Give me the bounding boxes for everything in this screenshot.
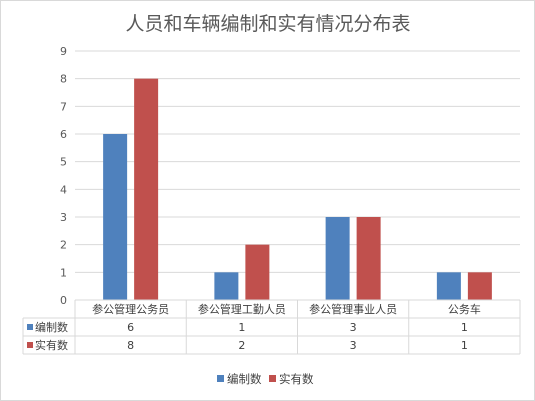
y-tick-label-1: 1 [60,266,67,279]
bar-3-1 [467,272,492,300]
y-tick-label-0: 0 [60,294,67,307]
y-tick-label-7: 7 [60,100,67,113]
bar-1-0 [214,272,239,300]
y-tick-label-3: 3 [60,211,67,224]
y-tick-label-8: 8 [60,73,67,86]
data-label-1-0: 8 [127,339,134,352]
bar-0-1 [134,78,159,301]
data-label-0-3: 1 [461,321,468,334]
data-label-1-2: 3 [350,339,357,352]
legend-label-0: 编制数 [227,372,262,386]
bar-2-1 [356,217,381,300]
y-tick-label-2: 2 [60,239,67,252]
y-tick-label-5: 5 [60,156,67,169]
data-label-0-2: 3 [350,321,357,334]
y-axis-ticks: 0 1 2 3 4 5 6 7 8 9 [60,45,67,307]
table-series-name-1: 实有数 [35,338,68,352]
bars [103,78,492,301]
legend-swatch-0 [217,375,224,382]
data-label-0-1: 1 [238,321,245,334]
category-label-0: 参公管理公务员 [92,302,169,316]
bar-0-0 [103,134,128,300]
data-label-0-0: 6 [127,321,134,334]
table-key-0 [27,324,33,330]
legend: 编制数 实有数 [217,372,314,386]
bar-1-1 [245,244,270,300]
data-label-1-3: 1 [461,339,468,352]
chart-title: 人员和车辆编制和实有情况分布表 [125,13,410,35]
y-tick-label-4: 4 [60,183,67,196]
category-label-3: 公务车 [448,302,481,316]
category-label-1: 参公管理工勤人员 [198,302,286,316]
data-label-1-1: 2 [238,339,245,352]
y-tick-label-6: 6 [60,128,67,141]
table-key-1 [27,342,33,348]
legend-swatch-1 [269,375,276,382]
bar-3-0 [436,272,461,300]
legend-label-1: 实有数 [279,372,314,386]
category-label-2: 参公管理事业人员 [309,302,397,316]
bar-2-0 [325,217,350,300]
y-tick-label-9: 9 [60,45,67,58]
table-series-name-0: 编制数 [35,320,68,334]
